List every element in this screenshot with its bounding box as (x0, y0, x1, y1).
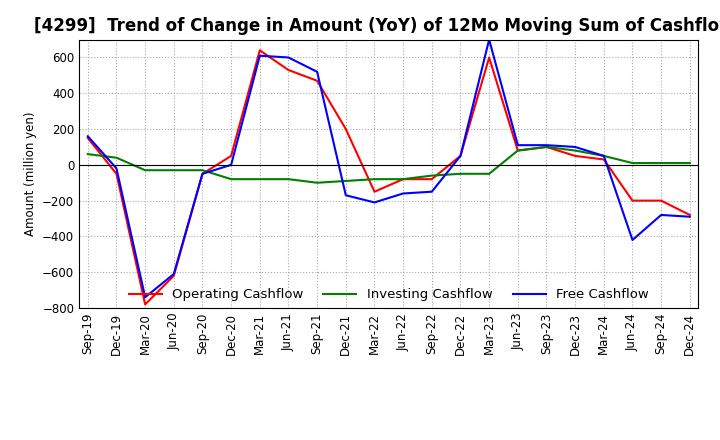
Operating Cashflow (628, 198, 636, 203)
Operating Cashflow (341, 126, 350, 132)
Operating Cashflow (571, 153, 580, 158)
Operating Cashflow (256, 48, 264, 53)
Investing Cashflow (542, 144, 551, 150)
Investing Cashflow (341, 178, 350, 183)
Free Cashflow (141, 295, 150, 300)
Investing Cashflow (141, 168, 150, 173)
Line: Operating Cashflow: Operating Cashflow (88, 50, 690, 304)
Investing Cashflow (428, 173, 436, 178)
Operating Cashflow (456, 153, 465, 158)
Free Cashflow (456, 153, 465, 158)
Investing Cashflow (600, 153, 608, 158)
Free Cashflow (513, 143, 522, 148)
Investing Cashflow (657, 161, 665, 166)
Investing Cashflow (84, 151, 92, 157)
Line: Free Cashflow: Free Cashflow (88, 40, 690, 297)
Operating Cashflow (284, 67, 293, 73)
Free Cashflow (600, 153, 608, 158)
Free Cashflow (312, 69, 321, 74)
Operating Cashflow (485, 55, 493, 60)
Investing Cashflow (456, 171, 465, 176)
Free Cashflow (685, 214, 694, 220)
Operating Cashflow (428, 176, 436, 182)
Investing Cashflow (513, 148, 522, 153)
Investing Cashflow (198, 168, 207, 173)
Free Cashflow (657, 213, 665, 218)
Investing Cashflow (571, 148, 580, 153)
Title: [4299]  Trend of Change in Amount (YoY) of 12Mo Moving Sum of Cashflows: [4299] Trend of Change in Amount (YoY) o… (34, 17, 720, 35)
Investing Cashflow (485, 171, 493, 176)
Operating Cashflow (542, 144, 551, 150)
Free Cashflow (428, 189, 436, 194)
Free Cashflow (198, 171, 207, 176)
Operating Cashflow (685, 213, 694, 218)
Operating Cashflow (513, 148, 522, 153)
Operating Cashflow (600, 157, 608, 162)
Operating Cashflow (84, 136, 92, 141)
Free Cashflow (628, 237, 636, 242)
Free Cashflow (84, 134, 92, 139)
Free Cashflow (256, 53, 264, 59)
Free Cashflow (341, 193, 350, 198)
Investing Cashflow (628, 161, 636, 166)
Free Cashflow (571, 144, 580, 150)
Free Cashflow (399, 191, 408, 196)
Investing Cashflow (312, 180, 321, 185)
Operating Cashflow (657, 198, 665, 203)
Free Cashflow (112, 166, 121, 171)
Operating Cashflow (112, 171, 121, 176)
Investing Cashflow (112, 155, 121, 160)
Free Cashflow (370, 200, 379, 205)
Investing Cashflow (169, 168, 178, 173)
Free Cashflow (169, 271, 178, 277)
Y-axis label: Amount (million yen): Amount (million yen) (24, 112, 37, 236)
Investing Cashflow (227, 176, 235, 182)
Legend: Operating Cashflow, Investing Cashflow, Free Cashflow: Operating Cashflow, Investing Cashflow, … (124, 283, 654, 307)
Investing Cashflow (685, 161, 694, 166)
Operating Cashflow (370, 189, 379, 194)
Operating Cashflow (198, 171, 207, 176)
Operating Cashflow (227, 153, 235, 158)
Operating Cashflow (141, 302, 150, 307)
Free Cashflow (542, 143, 551, 148)
Operating Cashflow (169, 273, 178, 279)
Line: Investing Cashflow: Investing Cashflow (88, 147, 690, 183)
Investing Cashflow (399, 176, 408, 182)
Free Cashflow (284, 55, 293, 60)
Operating Cashflow (312, 78, 321, 84)
Investing Cashflow (256, 176, 264, 182)
Free Cashflow (227, 162, 235, 168)
Investing Cashflow (370, 176, 379, 182)
Free Cashflow (485, 37, 493, 42)
Investing Cashflow (284, 176, 293, 182)
Operating Cashflow (399, 176, 408, 182)
